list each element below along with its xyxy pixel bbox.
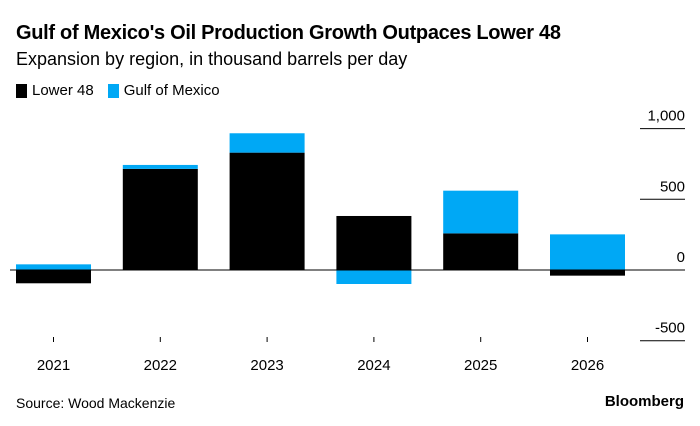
bar-lower-48-2024 (336, 215, 412, 270)
y-tick-label: 1,000 (647, 108, 685, 125)
bar-gulf-of-mexico-2022 (122, 164, 198, 169)
y-tick-label: -500 (655, 320, 685, 337)
legend: Lower 48 Gulf of Mexico (16, 82, 220, 99)
y-tick-label: 0 (677, 249, 685, 266)
x-tick-label: 2024 (357, 357, 390, 374)
y-tick-label: 500 (660, 178, 685, 195)
bar-lower-48-2026 (550, 270, 625, 276)
bar-lower-48-2022 (122, 168, 198, 270)
legend-label: Gulf of Mexico (123, 82, 220, 99)
bar-gulf-of-mexico-2021 (16, 264, 91, 270)
bloomberg-logo: Bloomberg (604, 393, 684, 410)
x-tick-label: 2023 (250, 357, 283, 374)
bar-gulf-of-mexico-2023 (229, 133, 305, 153)
bar-gulf-of-mexico-2024 (336, 270, 412, 284)
bar-lower-48-2025 (443, 233, 519, 270)
chart-subtitle: Expansion by region, in thousand barrels… (16, 49, 408, 69)
x-tick-label: 2025 (464, 357, 497, 374)
x-tick-label: 2022 (144, 357, 177, 374)
x-tick-label: 2021 (37, 357, 70, 374)
bar-gulf-of-mexico-2026 (550, 234, 625, 270)
legend-label: Lower 48 (32, 82, 94, 99)
legend-swatch-gulf-of-mexico (107, 83, 119, 98)
bar-lower-48-2021 (16, 270, 91, 284)
bar-lower-48-2023 (229, 152, 305, 270)
bar-gulf-of-mexico-2025 (443, 190, 519, 234)
source-note: Source: Wood Mackenzie (16, 395, 176, 411)
legend-item-lower-48: Lower 48 (16, 82, 94, 99)
x-tick-label: 2026 (571, 357, 604, 374)
chart-title: Gulf of Mexico's Oil Production Growth O… (16, 22, 561, 44)
legend-swatch-lower-48 (16, 83, 27, 98)
legend-item-gulf-of-mexico: Gulf of Mexico (107, 82, 220, 99)
